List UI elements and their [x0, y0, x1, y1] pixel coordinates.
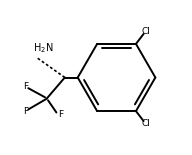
Text: F: F: [23, 82, 29, 91]
Text: F: F: [58, 110, 63, 119]
Text: H$_2$N: H$_2$N: [33, 41, 53, 55]
Text: Cl: Cl: [142, 27, 150, 36]
Text: F: F: [23, 107, 29, 116]
Text: Cl: Cl: [142, 119, 150, 128]
